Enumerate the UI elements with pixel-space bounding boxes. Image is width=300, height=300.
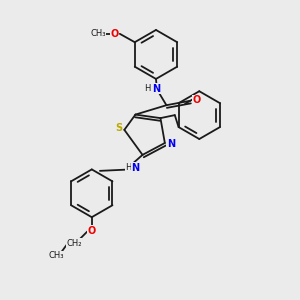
- Text: H: H: [126, 163, 132, 172]
- Text: CH₂: CH₂: [66, 239, 82, 248]
- Text: N: N: [152, 84, 160, 94]
- Text: CH₃: CH₃: [48, 251, 64, 260]
- Text: O: O: [192, 95, 200, 105]
- Text: CH₃: CH₃: [90, 29, 106, 38]
- Text: O: O: [88, 226, 96, 236]
- Text: S: S: [115, 123, 122, 133]
- Text: O: O: [110, 29, 118, 39]
- Text: N: N: [132, 163, 140, 173]
- Text: N: N: [167, 139, 175, 148]
- Text: H: H: [144, 84, 150, 93]
